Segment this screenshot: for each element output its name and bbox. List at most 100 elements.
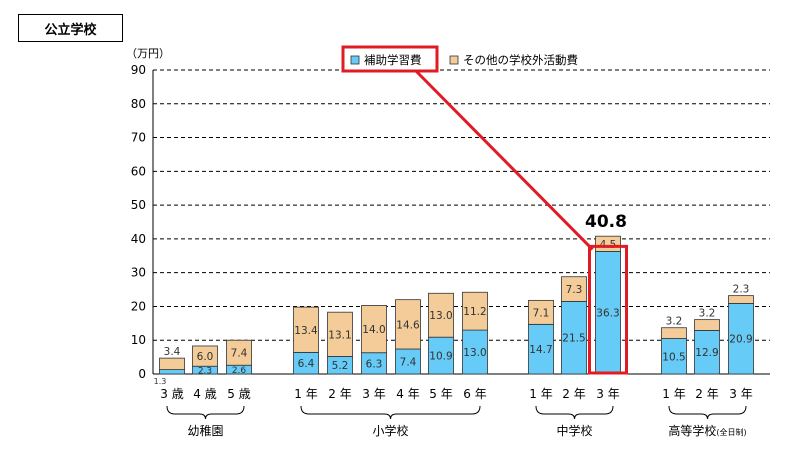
group-name: 幼稚園 (187, 424, 223, 438)
group-label: 小学校 (372, 423, 408, 438)
bar-highlight-box (588, 244, 628, 375)
legend-swatch (449, 55, 459, 65)
group-bracket (535, 405, 614, 420)
x-tick-label: 1 年 (294, 387, 317, 401)
bar-supplementary (595, 250, 621, 375)
x-tick-label: 6 年 (463, 387, 486, 401)
y-tick-label: 80 (131, 97, 146, 111)
data-label: 3.2 (699, 308, 716, 320)
legend-label: その他の学校外活動費 (463, 53, 578, 67)
bar-other (395, 299, 421, 350)
data-label: 6.3 (366, 358, 383, 370)
legend-label: 補助学習費 (364, 53, 422, 67)
bar-other (561, 276, 587, 302)
y-tick-label: 50 (131, 198, 146, 212)
x-tick-label: 5 歳 (227, 387, 250, 401)
y-axis-unit: （万円） (126, 47, 170, 60)
data-label: 7.1 (533, 307, 550, 319)
y-tick-label: 40 (131, 232, 146, 246)
school-type-label: 公立学校 (44, 22, 97, 38)
data-label: 21.5 (562, 333, 585, 345)
data-label: 10.5 (662, 351, 685, 363)
y-tick-label: 90 (131, 63, 146, 77)
legend-highlight-box (341, 45, 439, 73)
total-annotation: 40.8 (585, 212, 627, 232)
bar-other (361, 305, 387, 354)
group-bracket (300, 405, 481, 420)
y-tick-label: 10 (131, 333, 146, 347)
x-tick-label: 2 年 (328, 387, 351, 401)
data-label: 14.7 (529, 344, 552, 356)
bar-other (661, 327, 687, 339)
x-tick-label: 3 年 (362, 387, 385, 401)
bar-supplementary (561, 300, 587, 375)
data-label: 7.4 (231, 348, 248, 360)
bar-supplementary (395, 348, 421, 375)
x-tick-label: 3 年 (729, 387, 752, 401)
bar-other (327, 311, 353, 357)
x-tick-label: 4 歳 (193, 387, 216, 401)
x-tick-label: 4 年 (396, 387, 419, 401)
bar-supplementary (661, 338, 687, 375)
group-bracket (166, 405, 245, 420)
bar-other (728, 295, 754, 304)
data-label: 5.2 (332, 360, 349, 372)
y-tick-label: 70 (131, 131, 146, 145)
data-label: 14.0 (362, 324, 385, 336)
school-type-tag: 公立学校 (18, 14, 123, 42)
group-name: 高等学校 (668, 423, 716, 438)
data-label: 10.9 (429, 351, 452, 363)
bar-other (192, 345, 218, 367)
bar-supplementary (159, 369, 185, 375)
data-label: 7.3 (566, 284, 583, 296)
highlight-connector (414, 69, 594, 251)
bar-other (694, 319, 720, 331)
data-label: 36.3 (596, 308, 619, 320)
data-label: 20.9 (729, 334, 752, 346)
x-tick-label: 5 年 (429, 387, 452, 401)
data-label: 11.2 (463, 306, 486, 318)
bar-supplementary (694, 330, 720, 375)
x-tick-label: 1 年 (529, 387, 552, 401)
data-label: 3.2 (666, 316, 683, 328)
data-label: 14.6 (396, 319, 420, 331)
y-tick-label: 20 (131, 299, 146, 313)
data-label: 12.9 (695, 347, 718, 359)
data-label: 13.4 (294, 325, 318, 337)
data-label: 2.3 (733, 284, 750, 296)
data-label: 13.0 (429, 310, 452, 322)
group-name: 小学校 (372, 423, 408, 438)
x-tick-label: 2 年 (695, 387, 718, 401)
y-tick-label: 60 (131, 164, 146, 178)
group-label: 中学校 (556, 423, 592, 438)
data-label: 6.4 (298, 358, 315, 370)
bar-supplementary (528, 323, 554, 375)
group-suffix: (全日制) (716, 427, 746, 437)
data-label: 4.5 (600, 239, 617, 251)
group-name: 中学校 (556, 423, 592, 438)
x-tick-label: 3 年 (596, 387, 619, 401)
legend-swatch (350, 55, 360, 65)
data-label: 6.0 (197, 351, 214, 363)
bar-supplementary (728, 303, 754, 375)
x-tick-label: 2 年 (562, 387, 585, 401)
data-label: 3.4 (164, 346, 181, 358)
group-label: 幼稚園 (187, 424, 223, 438)
data-label: 13.1 (328, 329, 351, 341)
x-tick-label: 3 歳 (160, 387, 183, 401)
x-tick-label: 1 年 (662, 387, 685, 401)
y-tick-label: 30 (131, 266, 146, 280)
bar-other (528, 299, 554, 325)
data-label: 2.3 (198, 367, 212, 377)
data-label: 1.3 (154, 377, 167, 386)
group-bracket (668, 405, 747, 420)
bar-other (462, 291, 488, 331)
y-tick-label: 0 (138, 367, 146, 381)
bar-other (293, 306, 319, 353)
bar-other (428, 292, 454, 338)
bar-other (159, 357, 185, 371)
data-label: 7.4 (400, 357, 417, 369)
data-label: 2.6 (232, 366, 247, 376)
group-label: 高等学校(全日制) (668, 423, 746, 438)
